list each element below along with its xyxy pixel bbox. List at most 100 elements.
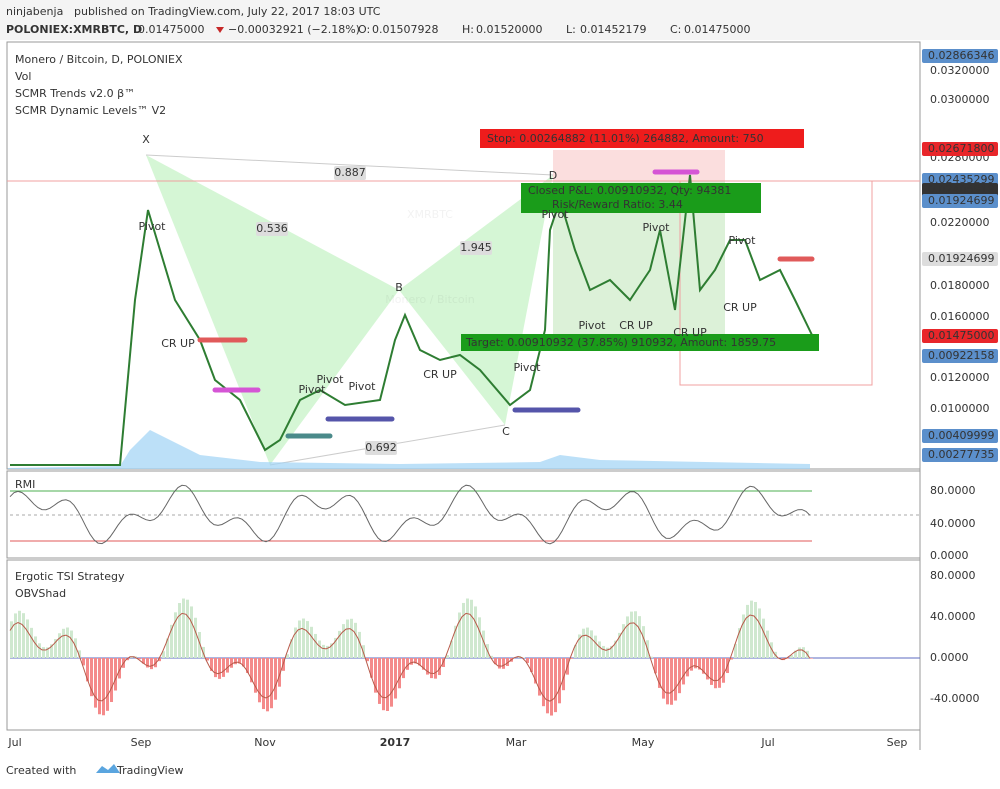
histogram-bar [786, 658, 789, 659]
ohlc-label: H: [462, 23, 474, 36]
histogram-bar [222, 658, 225, 677]
price-tag-label: 0.01924699 [928, 252, 994, 265]
signal-label: Pivot [298, 383, 326, 396]
signal-label: Pivot [316, 373, 344, 386]
stop-label: Stop: 0.00264882 (11.01%) 264882, Amount… [487, 132, 764, 145]
price-tick-label: 0.0180000 [930, 279, 990, 292]
legend-item: Vol [15, 70, 31, 83]
signal-label: CR UP [723, 301, 757, 314]
histogram-bar [682, 658, 685, 685]
histogram-bar [210, 658, 213, 671]
histogram-bar [374, 658, 377, 693]
histogram-bar [578, 634, 581, 658]
price-tag-label: 0.01475000 [928, 329, 994, 342]
histogram-bar [58, 633, 61, 658]
histogram-bar [286, 654, 289, 658]
histogram-bar [102, 658, 105, 716]
histogram-bar [558, 658, 561, 704]
price-line [10, 174, 813, 466]
histogram-bar [526, 658, 529, 663]
histogram-bar [214, 658, 217, 678]
histogram-bar [414, 658, 417, 664]
histogram-bar [342, 624, 345, 658]
signal-label: Pivot [642, 221, 670, 234]
signal-label: Pivot [348, 380, 376, 393]
symbol: POLONIEX:XMRBTC, D [6, 23, 142, 36]
histogram-bar [194, 617, 197, 658]
histogram-bar [314, 633, 317, 658]
histogram-bar [142, 658, 145, 664]
time-tick-label: May [632, 736, 655, 749]
pattern-ratio: 0.887 [334, 166, 366, 179]
histogram-bar [650, 656, 653, 658]
annotation-box [521, 183, 761, 213]
histogram-bar [554, 658, 557, 713]
histogram-bar [10, 621, 13, 658]
histogram-bar [718, 658, 721, 688]
annotation-box [461, 334, 819, 351]
histogram-bar [162, 651, 165, 658]
histogram-bar [678, 658, 681, 694]
histogram-bar [158, 658, 161, 662]
histogram-bar [90, 658, 93, 697]
histogram-bar [206, 658, 209, 661]
histogram-bar [226, 658, 229, 673]
tsi-tick-label: 80.0000 [930, 569, 976, 582]
histogram-bar [710, 658, 713, 685]
histogram-bar [610, 645, 613, 658]
histogram-bar [430, 658, 433, 679]
histogram-bar [174, 612, 177, 658]
histogram-bar [590, 630, 593, 658]
histogram-bar [750, 600, 753, 658]
histogram-bar [326, 645, 329, 658]
price-tag-label: 0.02406918 [928, 183, 994, 196]
histogram-bar [494, 658, 497, 665]
signal-label: CR UP [161, 337, 195, 350]
tsi-tick-label: -40.0000 [930, 692, 979, 705]
signal-label: Pivot [578, 319, 606, 332]
time-tick-label: Nov [254, 736, 276, 749]
histogram-bar [146, 658, 149, 668]
pattern-point: X [142, 133, 150, 146]
histogram-bar [150, 658, 153, 670]
price-tick-label: 0.0300000 [930, 93, 990, 106]
histogram-bar [630, 611, 633, 658]
ohlc-value: 0.01475000 [684, 23, 750, 36]
histogram-bar [490, 655, 493, 658]
histogram-bar [594, 635, 597, 658]
histogram-bar [666, 658, 669, 705]
histogram-bar [242, 658, 245, 667]
ohlc-label: O: [358, 23, 370, 36]
histogram-bar [790, 654, 793, 658]
histogram-bar [658, 658, 661, 688]
tsi-tick-label: 0.0000 [930, 651, 969, 664]
histogram-bar [542, 658, 545, 707]
histogram-bar [626, 616, 629, 658]
histogram-bar [94, 658, 97, 708]
histogram-bar [238, 658, 241, 664]
price-tick-label: 0.0100000 [930, 402, 990, 415]
histogram-bar [466, 598, 469, 658]
rsi-line [9, 484, 811, 545]
histogram-bar [574, 644, 577, 658]
time-tick-label: Sep [131, 736, 152, 749]
histogram-bar [670, 658, 673, 705]
histogram-bar [698, 658, 701, 670]
signal-label: Pivot [138, 220, 166, 233]
histogram-bar [706, 658, 709, 680]
histogram-bar [522, 657, 525, 658]
histogram-bar [606, 647, 609, 658]
histogram-bar [234, 658, 237, 665]
ratio-box [365, 441, 397, 455]
tsi-title: Ergotic TSI Strategy [15, 570, 125, 583]
histogram-bar [290, 639, 293, 658]
histogram-bar [582, 628, 585, 658]
histogram-bar [446, 655, 449, 658]
ohlc-value: 0.01507928 [372, 23, 438, 36]
time-tick-label: 2017 [380, 736, 411, 749]
histogram-bar [118, 658, 121, 679]
histogram-bar [470, 599, 473, 658]
price-tick-label: 0.0220000 [930, 216, 990, 229]
price-tag-label: 0.00922158 [928, 349, 994, 362]
